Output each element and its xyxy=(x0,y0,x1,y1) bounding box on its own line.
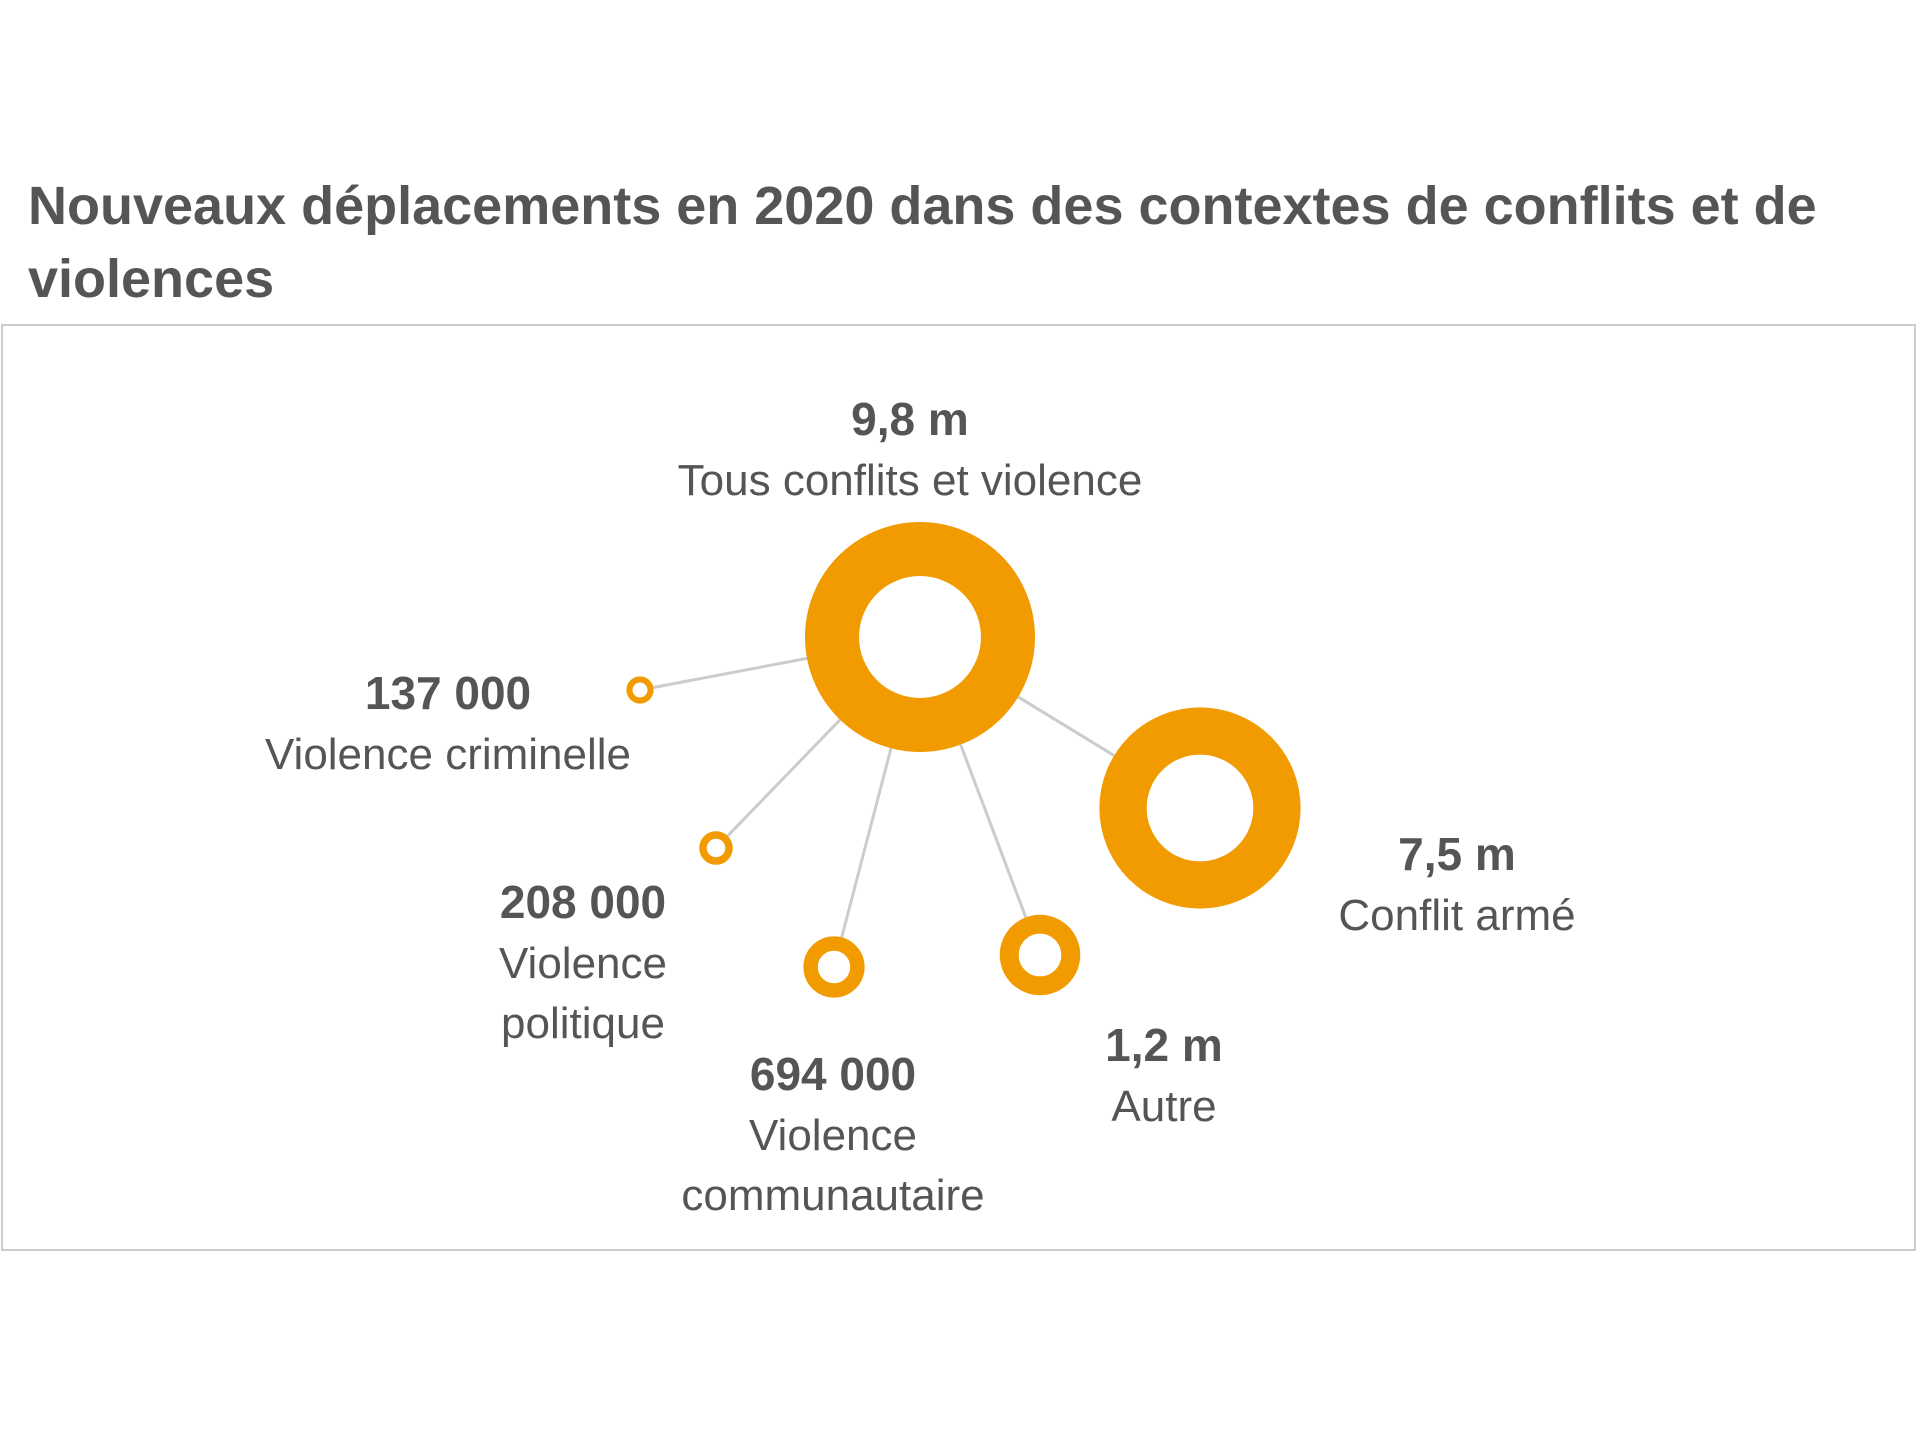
bubble-total xyxy=(805,522,1036,753)
autre-value-label: 1,2 m xyxy=(1105,1019,1223,1071)
autre-category-label: Autre xyxy=(1111,1082,1216,1131)
bubble-violence-communautaire xyxy=(803,936,865,998)
connector-line-violence-criminelle xyxy=(653,656,808,689)
bubble-autre xyxy=(999,914,1081,996)
violence-politique-value-label: 208 000 xyxy=(500,876,666,928)
violence-communautaire-category-label: Violence xyxy=(749,1111,917,1160)
chart-frame xyxy=(1,324,1916,1251)
bubble-conflit-arme xyxy=(1099,707,1301,909)
violence-politique-category-label: Violence xyxy=(499,939,667,988)
bubble-violence-criminelle xyxy=(626,676,654,704)
bubble-violence-politique xyxy=(699,831,733,865)
total-category-label: Tous conflits et violence xyxy=(678,456,1143,505)
violence-politique-category-label: politique xyxy=(501,999,665,1048)
conflit-arme-value-label: 7,5 m xyxy=(1398,828,1516,880)
connector-line-autre xyxy=(959,744,1028,918)
connector-line-conflit-arme xyxy=(1017,695,1115,757)
violence-criminelle-value-label: 137 000 xyxy=(365,667,531,719)
conflit-arme-category-label: Conflit armé xyxy=(1338,891,1575,940)
connector-line-violence-communautaire xyxy=(840,747,893,938)
bubbles xyxy=(626,522,1301,998)
violence-communautaire-value-label: 694 000 xyxy=(750,1048,916,1100)
chart-title: Nouveaux déplacements en 2020 dans des c… xyxy=(28,176,1817,309)
total-value-label: 9,8 m xyxy=(851,393,969,445)
violence-communautaire-category-label: communautaire xyxy=(681,1171,984,1220)
connector-line-violence-politique xyxy=(726,718,842,837)
violence-criminelle-category-label: Violence criminelle xyxy=(265,730,631,779)
labels: 9,8 m Tous conflits et violence 137 000 Vio… xyxy=(265,393,1576,1220)
connectors xyxy=(653,656,1115,938)
